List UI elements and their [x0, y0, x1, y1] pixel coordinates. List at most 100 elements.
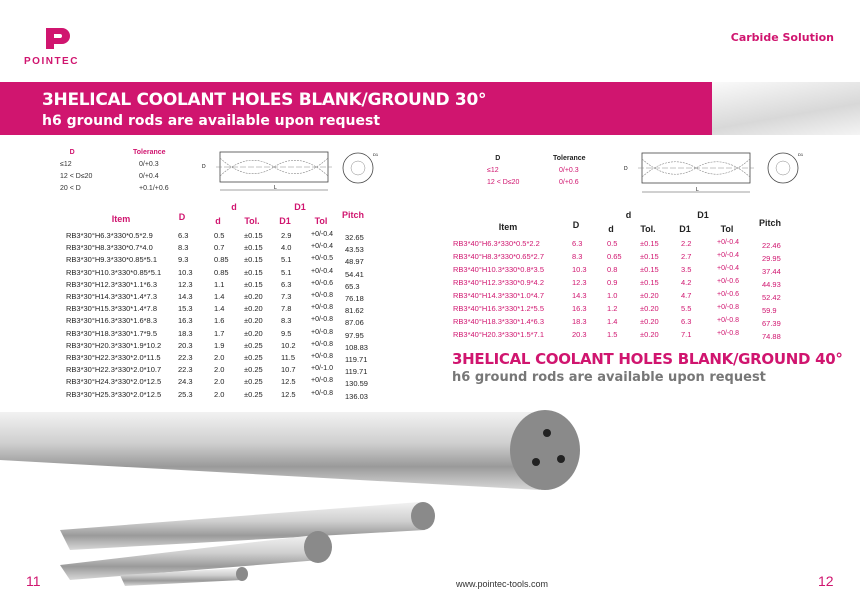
table-cell: 59.9: [762, 306, 777, 315]
table-cell: 37.44: [762, 267, 781, 276]
table-cell: 8.3: [281, 316, 292, 326]
table-cell: ±0.20: [640, 317, 659, 326]
table-cell: 2.2: [681, 239, 692, 248]
column-header-d-tol: Tol.: [640, 224, 656, 234]
table-cell: ±0.15: [244, 231, 263, 240]
label-L: L: [696, 187, 699, 193]
item-code: RB3*40°H10.3*330*0.8*3.5: [453, 265, 544, 274]
item-code: RB3*30°H22.3*330*2.0*11.5: [66, 353, 161, 362]
table-cell: 16.3: [572, 304, 587, 313]
title-banner: 3HELICAL COOLANT HOLES BLANK/GROUND 30° …: [0, 82, 712, 135]
table-cell: 0.5: [607, 239, 618, 248]
column-header-D1-group: D1: [697, 210, 709, 220]
table-cell: 8.3: [572, 252, 583, 261]
label-D1: D1: [798, 152, 804, 157]
table-cell: +0/-0.8: [717, 330, 739, 337]
column-header-D1-tol: Tol: [720, 224, 734, 234]
item-code: RB3*30°H18.3*330*1.7*9.5: [66, 328, 157, 338]
table-cell: 1.2: [607, 304, 618, 313]
carbide-rods-photo: [0, 410, 580, 586]
table-cell: 1.4: [607, 317, 618, 326]
item-code: RB3*30°H16.3*330*1.6*8.3: [66, 316, 157, 326]
table-cell: 15.3: [178, 304, 193, 314]
table-cell: 44.93: [762, 280, 781, 289]
table-cell: ±0.25: [244, 377, 263, 387]
table-cell: 4.7: [681, 291, 692, 300]
item-code: RB3*40°H6.3*330*0.5*2.2: [453, 239, 540, 248]
tolerance-header: D: [495, 155, 501, 162]
table-cell: 18.3: [178, 328, 193, 338]
table-cell: +0/-0.4: [717, 265, 739, 272]
table-cell: ±0.20: [640, 304, 659, 313]
item-code: RB3*30°H20.3*330*1.9*10.2: [66, 340, 162, 350]
table-cell: +0/-0.8: [311, 292, 333, 299]
label-D: D: [202, 164, 206, 170]
label-D: D: [624, 166, 628, 172]
page-number-left: 11: [26, 573, 41, 589]
website-link[interactable]: www.pointec-tools.com: [456, 579, 549, 589]
table-cell: +0/-0.8: [311, 328, 333, 336]
tagline: Carbide Solution: [730, 31, 834, 44]
tolerance-cell: 12 < D≤20: [60, 173, 93, 180]
table-cell: 4.0: [281, 243, 292, 253]
table-cell: 48.97: [345, 257, 364, 267]
table-cell: 7.3: [281, 292, 292, 301]
table-cell: ±0.15: [244, 243, 263, 253]
table-cell: 3.5: [681, 265, 692, 274]
table-cell: 32.65: [345, 233, 364, 242]
table-cell: 2.0: [214, 353, 225, 362]
rod-drawing-left: D L D1: [202, 151, 379, 191]
tolerance-cell: 20 < D: [60, 185, 81, 192]
table-cell: 1.1: [214, 279, 225, 289]
table-cell: 1.6: [214, 316, 225, 326]
tolerance-cell: 0/+0.3: [559, 167, 579, 174]
column-header-d-group: d: [231, 202, 237, 212]
item-code: RB3*30°H8.3*330*0.7*4.0: [66, 243, 153, 253]
item-code: RB3*40°H20.3*330*1.5*7.1: [453, 330, 544, 339]
table-cell: +0/-0.8: [717, 304, 739, 311]
table-cell: +0/-0.4: [717, 239, 739, 246]
column-header-D1: D1: [679, 224, 691, 234]
tolerance-cell: 0/+0.3: [139, 161, 159, 168]
table-cell: 11.5: [281, 353, 296, 362]
table-cell: 5.1: [281, 267, 292, 277]
table-cell: ±0.15: [640, 239, 659, 248]
table-cell: 16.3: [178, 316, 193, 326]
table-cell: 20.3: [178, 340, 193, 350]
table-cell: ±0.25: [244, 353, 263, 362]
table-cell: 2.9: [281, 231, 292, 240]
table-cell: 1.0: [607, 291, 618, 300]
item-code: RB3*40°H16.3*330*1.2*5.5: [453, 304, 544, 313]
table-cell: 1.4: [214, 304, 225, 314]
item-code: RB3*30°H15.3*330*1.4*7.8: [66, 304, 157, 314]
table-cell: 18.3: [572, 317, 587, 326]
column-header-pitch: Pitch: [758, 218, 781, 228]
table-cell: 5.1: [281, 255, 292, 265]
table-cell: 74.88: [762, 332, 781, 341]
table-cell: 2.0: [214, 365, 225, 375]
table-cell: 5.5: [681, 304, 692, 313]
tolerance-cell: 0/+0.6: [559, 179, 579, 186]
item-code: RB3*30°H12.3*330*1.1*6.3: [66, 279, 157, 289]
logo-text: POINTEC: [24, 56, 79, 67]
table-cell: 2.7: [681, 252, 692, 261]
table-cell: +0/-0.8: [311, 353, 333, 360]
column-header-D: D: [572, 220, 580, 230]
table-cell: 0.7: [214, 243, 225, 253]
table-cell: 9.3: [178, 255, 189, 265]
table-cell: ±0.20: [640, 291, 659, 300]
column-header-D1-group: D1: [294, 202, 306, 212]
tolerance-header: D: [69, 149, 75, 156]
table-cell: ±0.25: [244, 340, 263, 350]
table-cell: 6.3: [281, 279, 292, 289]
item-code: RB3*30°H14.3*330*1.4*7.3: [66, 292, 157, 301]
column-header-d-tol: Tol.: [244, 216, 260, 226]
table-cell: +0/-0.8: [311, 389, 333, 397]
table-cell: 14.3: [572, 291, 587, 300]
table-cell: +0/-0.6: [717, 278, 739, 285]
table-cell: 43.53: [345, 245, 364, 255]
table-cell: 0.5: [214, 231, 225, 240]
section-title-40: 3HELICAL COOLANT HOLES BLANK/GROUND 40°: [452, 350, 843, 368]
item-code: RB3*40°H8.3*330*0.65*2.7: [453, 252, 544, 261]
table-cell: 10.3: [178, 267, 193, 277]
